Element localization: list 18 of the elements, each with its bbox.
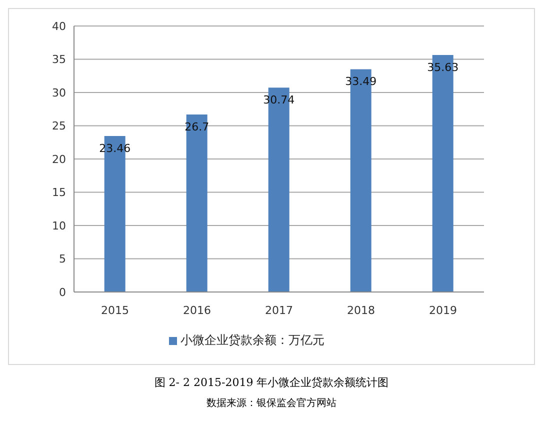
x-tick-label: 2017 [265,304,293,317]
y-tick-label: 5 [59,252,66,266]
y-tick-label: 40 [52,20,66,33]
y-tick-label: 10 [52,219,66,232]
y-tick-label: 0 [59,286,66,299]
text: 图 2- 2 2015-2019 年小微企业贷款余额统计图 [153,375,390,390]
y-tick-label: 35 [52,53,66,66]
y-tick-label: 15 [52,186,66,200]
y-tick-label: 30 [52,86,66,100]
legend-label: 小微企业贷款余额：万亿元 [180,333,324,347]
x-tick-label: 2015 [101,304,129,317]
x-tick-label: 2018 [347,304,375,317]
x-tick-label: 2019 [429,304,457,317]
bar [186,114,208,292]
y-tick-label: 20 [52,152,66,166]
source-note: 数据来源：银保监会官方网站 [206,396,338,410]
y-tick-label: 25 [52,120,66,133]
x-tick-label: 2016 [183,304,211,317]
